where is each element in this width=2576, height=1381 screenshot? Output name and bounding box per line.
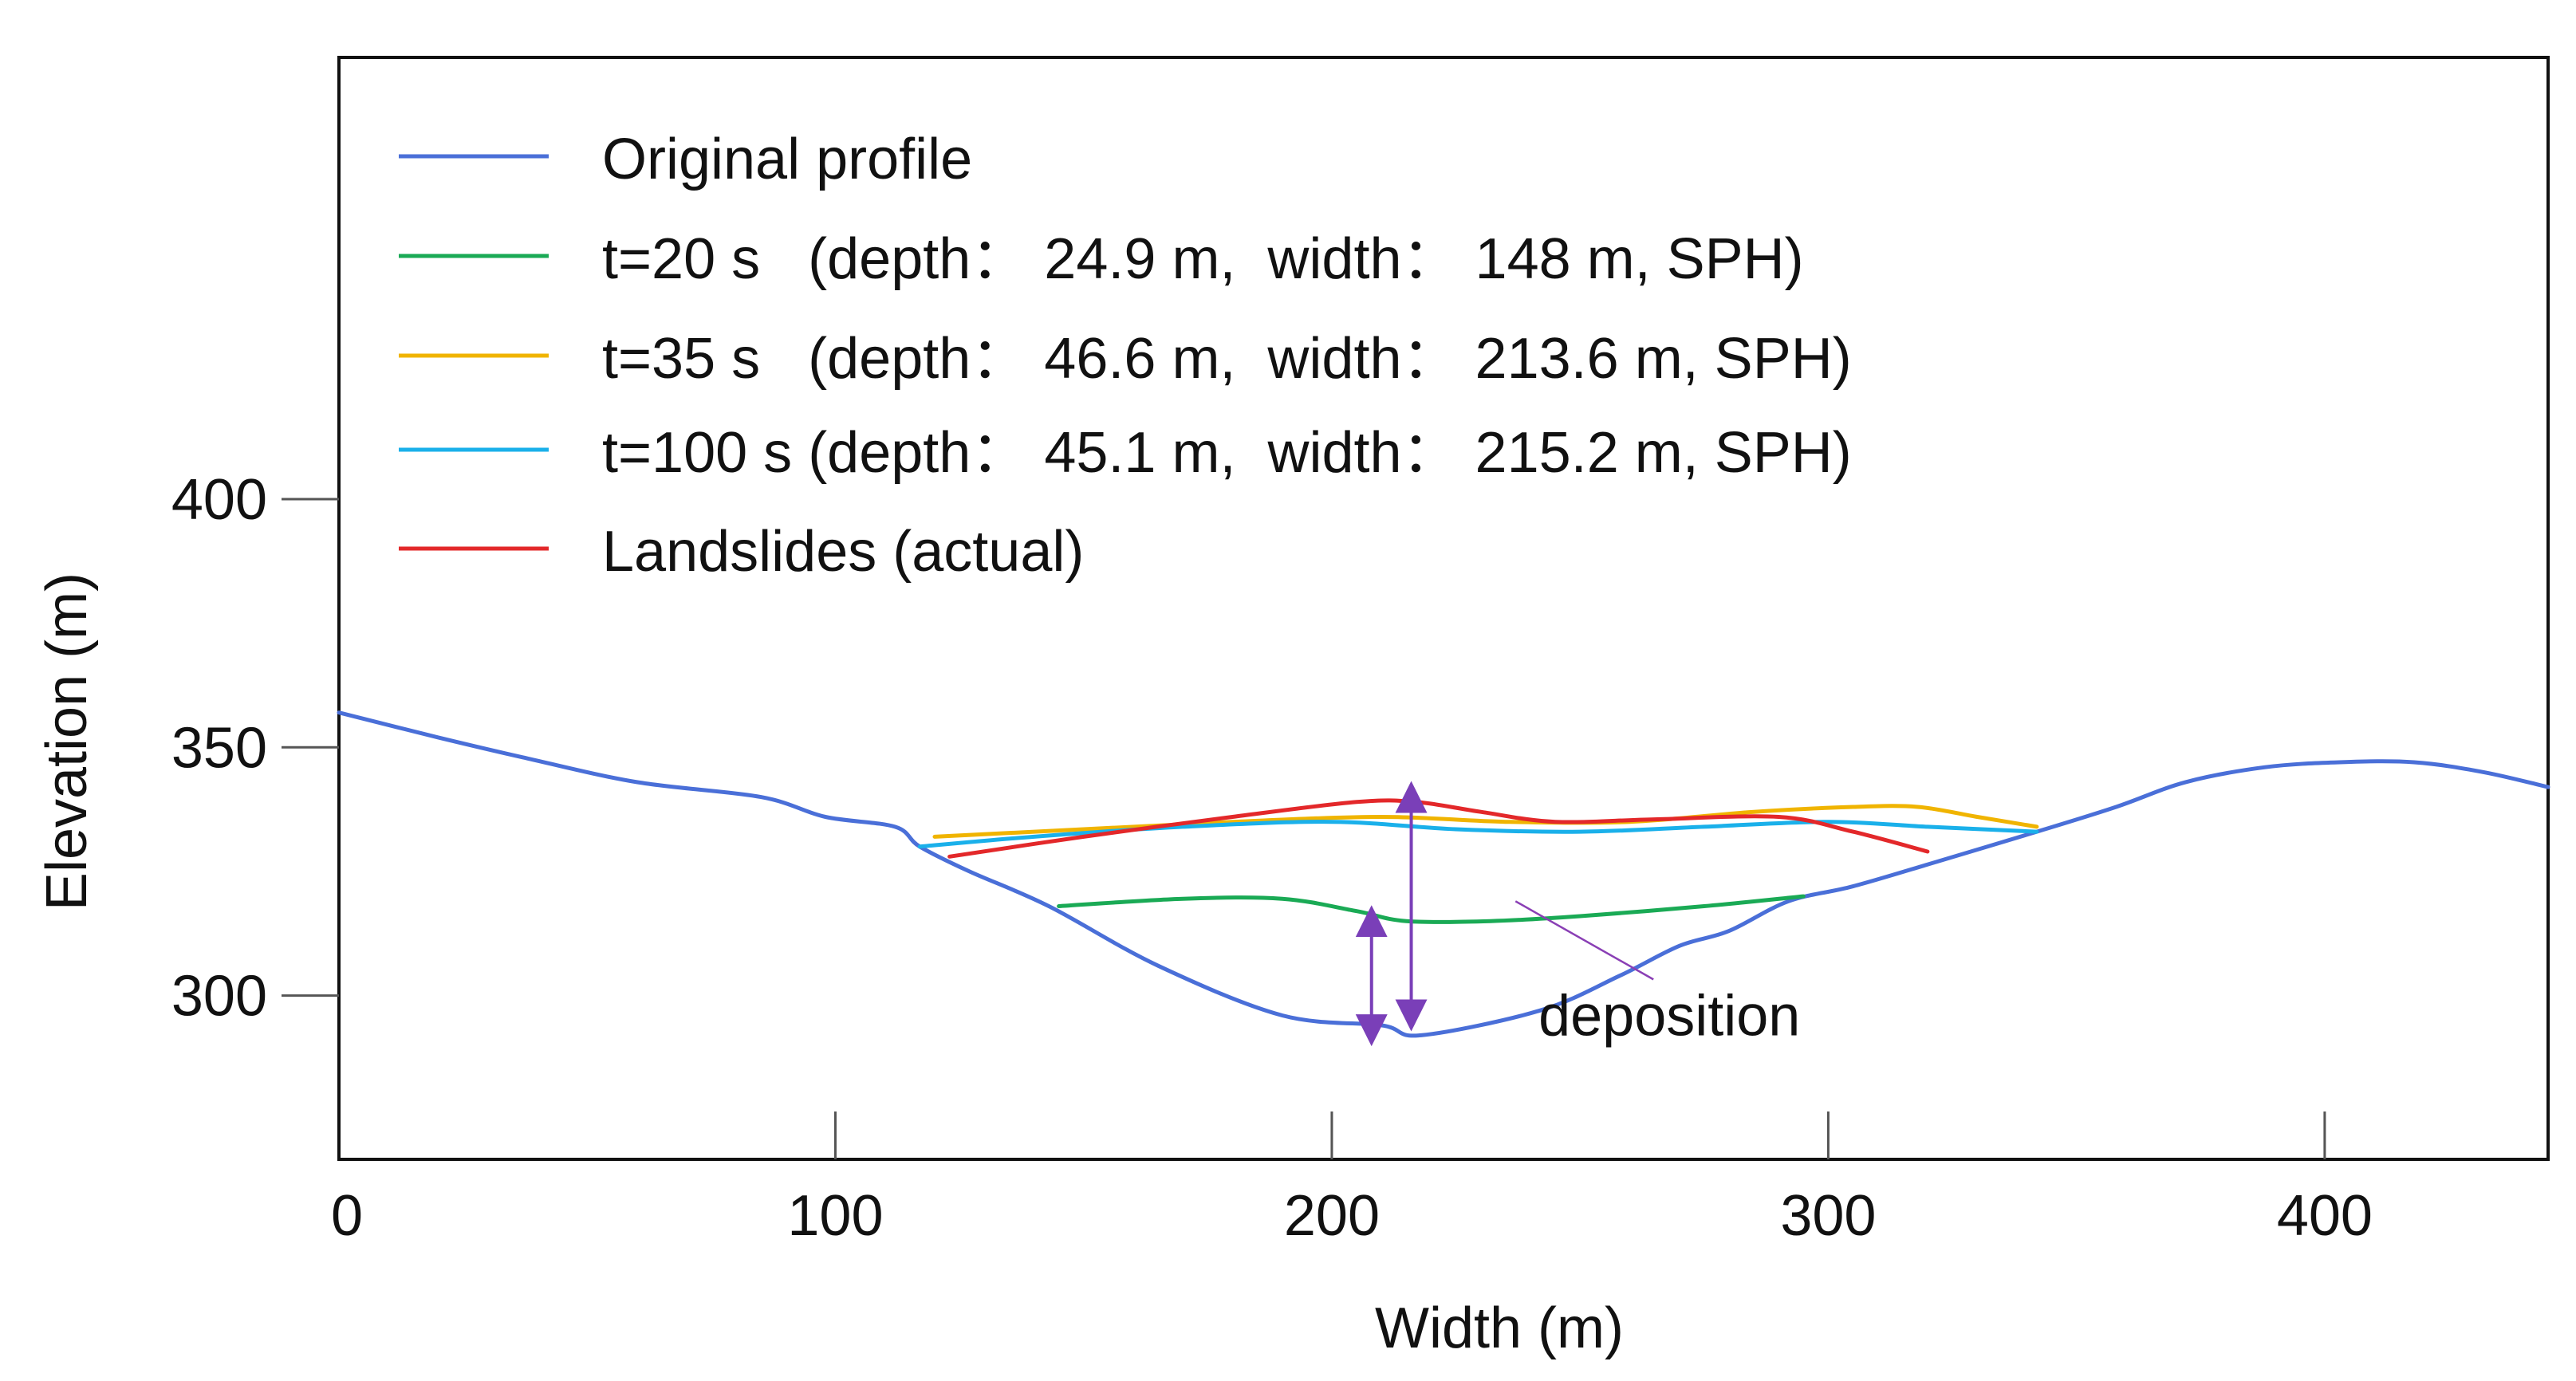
legend: Original profile t=20 s (depth： 24.9 m, w… bbox=[399, 128, 1852, 584]
legend-label-2: t=35 s (depth： 46.6 m, width： 213.6 m, S… bbox=[602, 327, 1852, 391]
plot-area-frame bbox=[337, 56, 2550, 1161]
series-layer bbox=[337, 710, 2550, 1038]
x-tick-label: 200 bbox=[1284, 1184, 1380, 1248]
y-tick-label: 350 bbox=[171, 716, 267, 780]
series-line-0 bbox=[337, 710, 2550, 1038]
x-tick-label: 300 bbox=[1780, 1184, 1876, 1248]
y-tick-label: 300 bbox=[171, 965, 267, 1029]
x-tick-label: 0 bbox=[331, 1184, 363, 1248]
legend-label-3: t=100 s (depth： 45.1 m, width： 215.2 m, … bbox=[602, 421, 1852, 485]
depth-arrows bbox=[1355, 781, 1428, 1047]
x-axis-ticks: 0 100 200 300 400 bbox=[331, 1111, 2373, 1248]
legend-label-0: Original profile bbox=[602, 128, 972, 191]
y-axis-title: Elevation (m) bbox=[35, 572, 99, 911]
annotation-layer: deposition bbox=[1514, 900, 1800, 1048]
annotation-text: deposition bbox=[1538, 984, 1800, 1048]
y-axis-ticks: 300 350 400 bbox=[171, 468, 339, 1029]
y-tick-label: 400 bbox=[171, 468, 267, 532]
annotation-leader-line bbox=[1514, 900, 1654, 981]
x-axis-title: Width (m) bbox=[1375, 1296, 1624, 1360]
x-tick-label: 400 bbox=[2277, 1184, 2373, 1248]
legend-label-4: Landslides (actual) bbox=[602, 520, 1084, 584]
series-line-4 bbox=[947, 798, 1930, 859]
series-line-1 bbox=[1057, 894, 1806, 924]
legend-label-1: t=20 s (depth： 24.9 m, width： 148 m, SPH… bbox=[602, 227, 1804, 291]
x-tick-label: 100 bbox=[787, 1184, 883, 1248]
